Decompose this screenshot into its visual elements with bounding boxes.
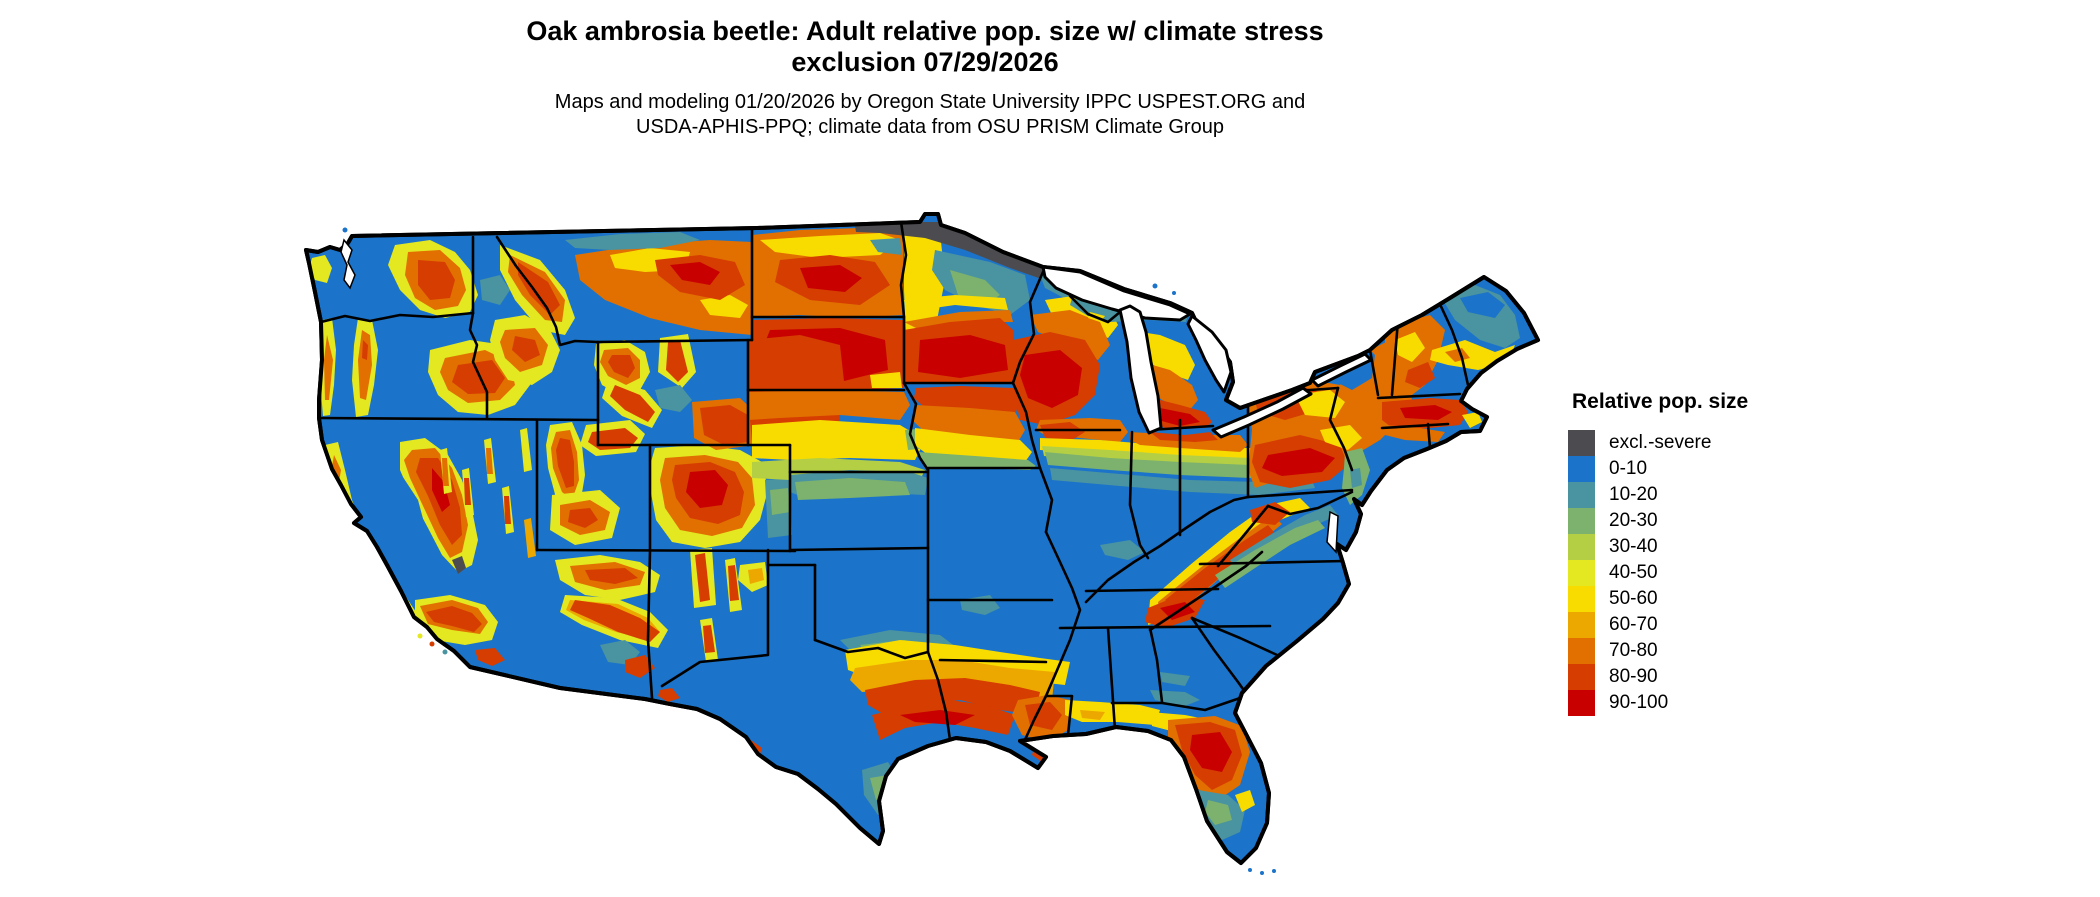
state-borders (318, 220, 1470, 744)
title-line-2: exclusion 07/29/2026 (791, 47, 1059, 77)
map-legend: Relative pop. size excl.-severe 0-10 10-20… (1568, 390, 1848, 716)
puget-sound (340, 238, 356, 290)
title-line-1: Oak ambrosia beetle: Adult relative pop.… (526, 16, 1324, 46)
page-title: Oak ambrosia beetle: Adult relative pop.… (0, 16, 1850, 78)
national-border (304, 212, 1540, 865)
legend-items: excl.-severe 0-10 10-20 20-30 30-40 40-50 50-6… (1568, 430, 1848, 716)
legend-label: 20-30 (1609, 510, 1658, 531)
legend-swatch (1568, 586, 1595, 612)
legend-item: 70-80 (1568, 638, 1848, 664)
legend-label: excl.-severe (1609, 432, 1712, 453)
legend-item: 50-60 (1568, 586, 1848, 612)
subtitle-line-2: USDA-APHIS-PPQ; climate data from OSU PR… (636, 116, 1224, 138)
lake-ontario (1310, 352, 1373, 388)
legend-label: 40-50 (1609, 562, 1658, 583)
legend-swatch (1568, 456, 1595, 482)
legend-item: 20-30 (1568, 508, 1848, 534)
chesapeake-bay (1326, 510, 1339, 554)
legend-label: 80-90 (1609, 666, 1658, 687)
legend-label: 10-20 (1609, 484, 1658, 505)
legend-item: 40-50 (1568, 560, 1848, 586)
legend-label: 30-40 (1609, 536, 1658, 557)
legend-swatch (1568, 638, 1595, 664)
lake-michigan (1118, 304, 1163, 435)
legend-item: 30-40 (1568, 534, 1848, 560)
lake-superior (1041, 265, 1192, 322)
legend-label: 60-70 (1609, 614, 1658, 635)
legend-item: 80-90 (1568, 664, 1848, 690)
legend-label: 70-80 (1609, 640, 1658, 661)
legend-label: 0-10 (1609, 458, 1648, 479)
legend-title: Relative pop. size (1572, 390, 1749, 413)
legend-swatch (1568, 430, 1595, 456)
lake-huron (1186, 314, 1233, 394)
legend-swatch (1568, 482, 1595, 508)
legend-swatch (1568, 690, 1595, 716)
offshore-islands (342, 227, 1276, 875)
legend-swatch (1568, 612, 1595, 638)
legend-swatch (1568, 534, 1595, 560)
legend-item: 10-20 (1568, 482, 1848, 508)
legend-swatch (1568, 508, 1595, 534)
us-map-svg (304, 212, 1540, 875)
legend-item: excl.-severe (1568, 430, 1848, 456)
legend-label: 50-60 (1609, 588, 1658, 609)
legend-item: 90-100 (1568, 690, 1848, 716)
page-subtitle: Maps and modeling 01/20/2026 by Oregon S… (0, 90, 1860, 140)
legend-swatch (1568, 560, 1595, 586)
subtitle-line-1: Maps and modeling 01/20/2026 by Oregon S… (554, 91, 1306, 113)
legend-item: 60-70 (1568, 612, 1848, 638)
lake-erie (1211, 386, 1313, 439)
legend-item: 0-10 (1568, 456, 1848, 482)
legend-label: 90-100 (1609, 692, 1669, 713)
us-choropleth-map (228, 165, 1578, 892)
legend-swatch (1568, 664, 1595, 690)
